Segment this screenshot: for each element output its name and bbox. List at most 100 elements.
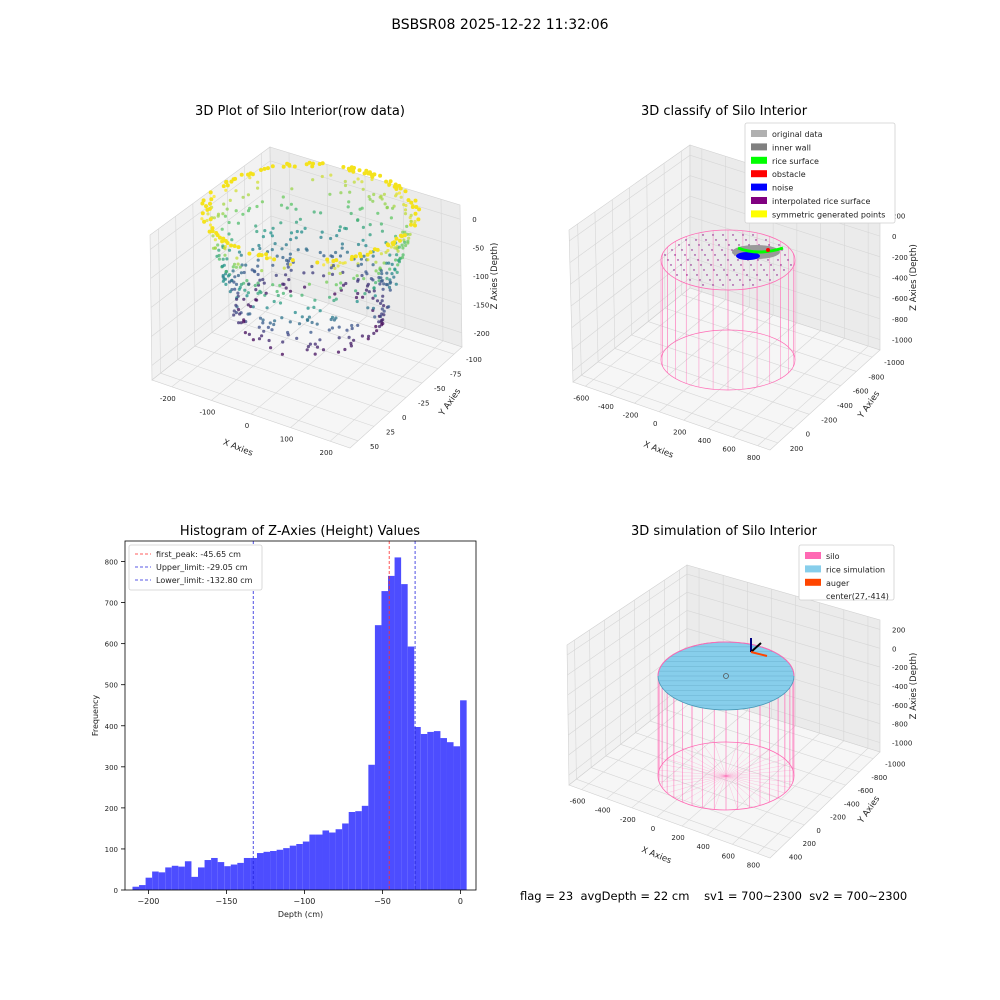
- data-point: [237, 250, 242, 254]
- data-point: [366, 171, 371, 176]
- data-point: [387, 261, 391, 265]
- data-point: [334, 250, 338, 255]
- interpolated-point: [695, 239, 697, 241]
- data-point: [374, 281, 378, 285]
- legend-label: interpolated rice surface: [772, 197, 870, 206]
- interpolated-point: [765, 239, 767, 241]
- histogram-bar: [420, 733, 428, 890]
- data-point: [339, 281, 343, 285]
- legend-label: inner wall: [772, 143, 811, 152]
- data-point: [319, 235, 323, 239]
- data-point: [350, 323, 354, 328]
- interpolated-point: [690, 264, 692, 266]
- interpolated-point: [715, 239, 717, 241]
- legend-swatch: [751, 156, 767, 164]
- silo-wire: [725, 775, 790, 788]
- data-point: [334, 316, 338, 320]
- interpolated-point: [685, 239, 687, 241]
- data-point: [387, 285, 392, 289]
- data-point: [226, 274, 231, 278]
- data-point: [371, 254, 375, 258]
- data-point: [367, 195, 371, 199]
- data-point: [315, 322, 319, 326]
- y-tick-label: 25: [386, 428, 395, 436]
- histogram-bar: [433, 731, 441, 890]
- status-sv2: sv2 = 700~2300: [809, 889, 908, 903]
- interpolated-point: [783, 269, 785, 271]
- data-point: [343, 179, 347, 184]
- y-tick-label: -75: [450, 371, 461, 379]
- data-point: [341, 283, 346, 287]
- silo-wire: [725, 743, 750, 777]
- interpolated-point: [724, 254, 726, 256]
- data-point: [288, 262, 293, 267]
- z-tick-label: -800: [892, 721, 908, 729]
- interpolated-point: [736, 274, 738, 276]
- x-axis-label: X Axies: [642, 440, 675, 461]
- data-point: [401, 253, 405, 257]
- simulation-plot-title: 3D simulation of Silo Interior: [631, 524, 817, 539]
- data-point: [322, 254, 326, 258]
- interpolated-point: [708, 244, 710, 246]
- legend-swatch: [751, 143, 767, 151]
- data-point: [223, 277, 227, 281]
- data-point: [385, 271, 389, 275]
- data-point: [322, 274, 326, 278]
- interpolated-point: [681, 249, 683, 251]
- interpolated-point: [678, 244, 680, 246]
- interpolated-point: [702, 284, 704, 286]
- grid-line: [571, 236, 881, 328]
- silo-wire: [667, 758, 727, 777]
- histogram-bar: [348, 811, 356, 890]
- interpolated-point: [707, 259, 709, 261]
- data-point: [380, 323, 384, 327]
- grid-line: [194, 345, 391, 413]
- data-point: [338, 271, 342, 276]
- data-point: [204, 204, 208, 209]
- data-point: [416, 217, 421, 222]
- data-point: [282, 266, 286, 270]
- interpolated-point: [693, 269, 695, 271]
- data-point: [364, 244, 368, 248]
- grid-line: [606, 703, 724, 799]
- y-axis-label: Frequency: [91, 695, 100, 737]
- data-point: [235, 297, 239, 301]
- histogram-bar: [139, 885, 146, 890]
- x-tick-label: 400: [698, 437, 711, 445]
- grid-line: [732, 740, 845, 845]
- auger-axis-y: [750, 642, 762, 653]
- data-point: [244, 263, 248, 267]
- data-point: [275, 254, 279, 258]
- interpolated-point: [706, 274, 708, 276]
- data-point: [360, 206, 364, 210]
- legend-label: symmetric generated points: [772, 210, 885, 219]
- data-point: [259, 168, 263, 172]
- data-point: [327, 271, 331, 275]
- y-tick-label: 50: [370, 443, 379, 451]
- interpolated-point: [749, 279, 751, 281]
- data-point: [223, 214, 227, 218]
- silo-wire: [673, 775, 727, 798]
- data-point: [409, 219, 413, 223]
- interpolated-point: [742, 234, 744, 236]
- silo-top: [660, 229, 796, 291]
- legend-label: Lower_limit: -132.80 cm: [156, 576, 253, 585]
- data-point: [367, 290, 371, 294]
- data-point: [337, 228, 342, 233]
- data-point: [372, 331, 376, 335]
- data-point: [303, 285, 307, 289]
- data-point: [368, 250, 373, 255]
- interpolated-point: [745, 239, 747, 241]
- data-point: [268, 256, 272, 260]
- interpolated-point: [664, 254, 666, 256]
- legend-swatch: [805, 565, 821, 573]
- histogram-bar: [329, 832, 336, 890]
- data-point: [256, 264, 260, 268]
- interpolated-point: [730, 264, 732, 266]
- data-point: [318, 250, 322, 255]
- data-point: [358, 251, 362, 256]
- z-tick-label: -50: [473, 245, 484, 253]
- data-point: [315, 345, 320, 349]
- data-point: [356, 242, 361, 247]
- data-point: [403, 208, 408, 212]
